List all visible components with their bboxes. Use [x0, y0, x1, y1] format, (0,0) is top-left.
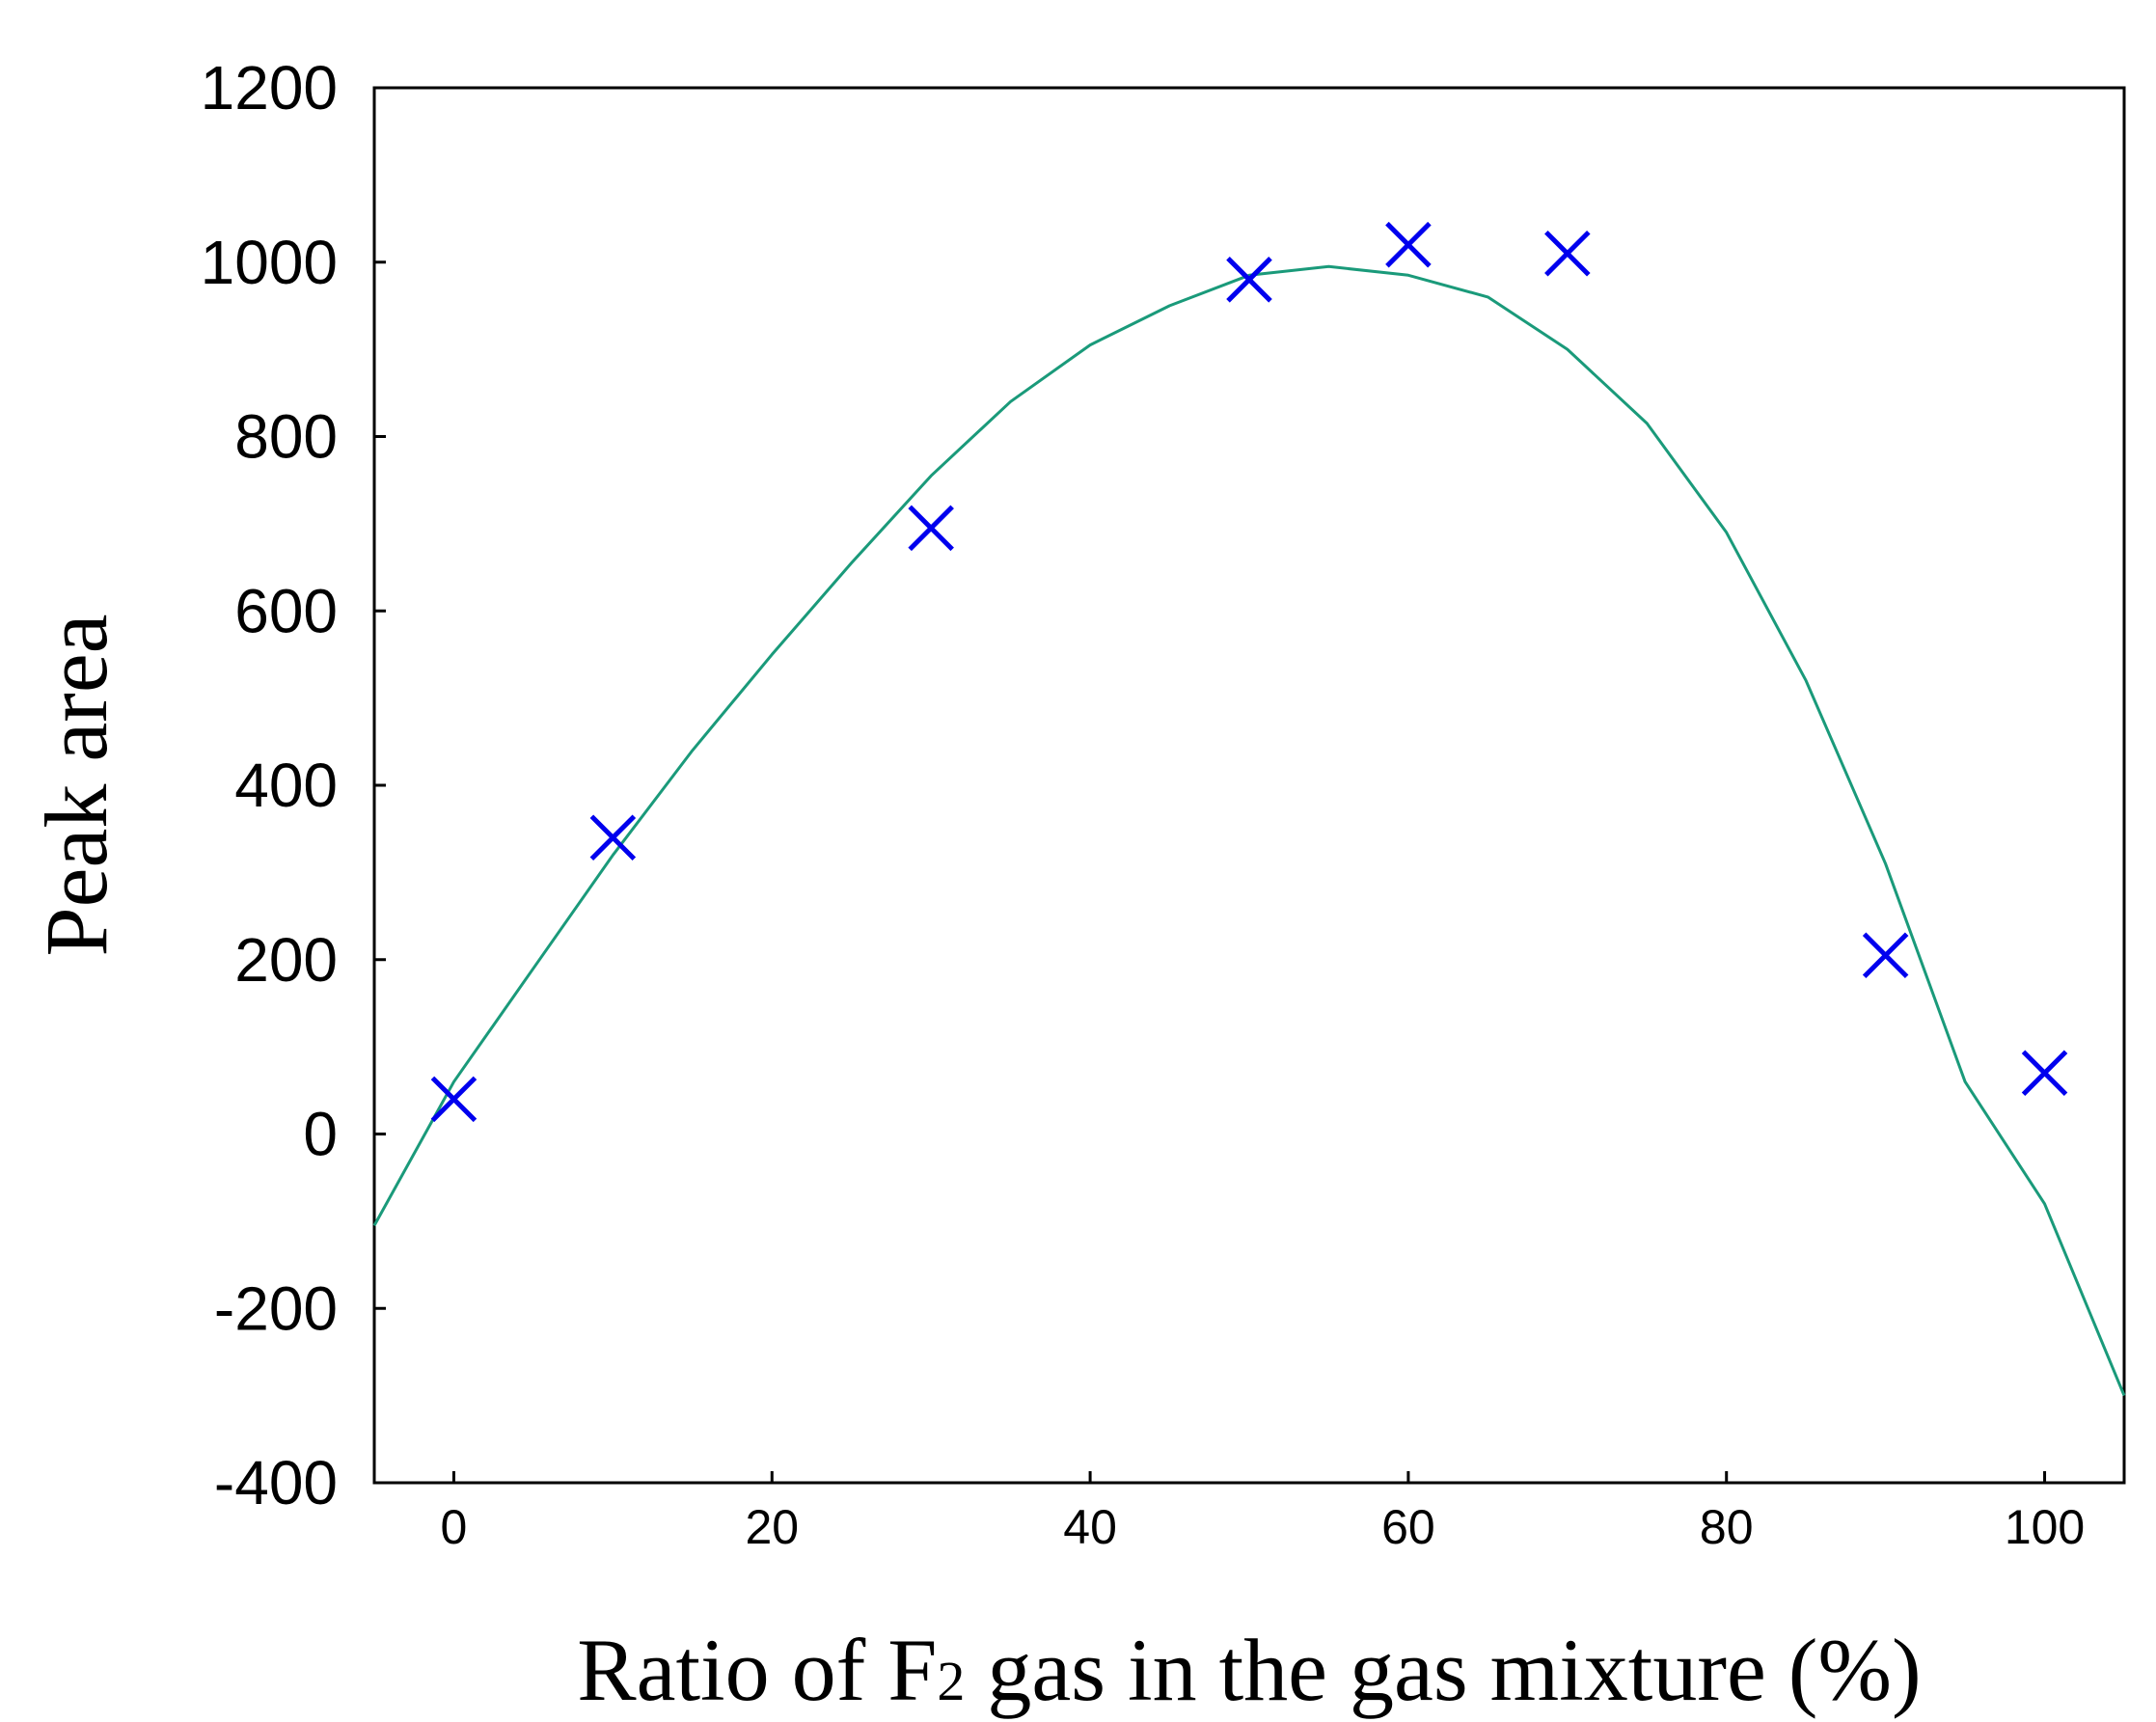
x-tick-label: 40: [1063, 1500, 1117, 1554]
x-axis-title-subscript: 2: [937, 1650, 965, 1712]
data-point-marker: [1385, 221, 1432, 268]
y-tick-label: -400: [214, 1448, 338, 1517]
x-axis-title-main: Ratio of F: [577, 1621, 937, 1719]
x-axis-ticks: 0 20 40 60 80 100: [441, 1471, 2085, 1554]
y-tick-label: 600: [234, 576, 338, 645]
y-axis-ticks: -400 -200 0 200 400 600 800 1000 1200: [201, 53, 386, 1517]
plot-frame: [372, 86, 2126, 1485]
data-point-marker: [430, 1076, 478, 1123]
data-point-marker: [1226, 257, 1272, 303]
fit-curve-layer: [372, 264, 2126, 1397]
data-point-marker: [1862, 932, 1909, 978]
x-tick-label: 100: [2005, 1500, 2085, 1554]
y-tick-label: -200: [214, 1273, 338, 1343]
x-axis-title: Ratio of F2 gas in the gas mixture (%): [577, 1621, 1921, 1719]
y-tick-label: 400: [234, 751, 338, 820]
x-tick-label: 0: [441, 1500, 468, 1554]
y-tick-label: 1200: [201, 53, 338, 123]
y-axis-title: Peak area: [27, 615, 125, 957]
data-point-marker: [2021, 1050, 2068, 1097]
x-tick-label: 60: [1381, 1500, 1435, 1554]
y-tick-label: 0: [303, 1100, 338, 1169]
data-point-marker: [1544, 230, 1591, 277]
x-tick-label: 20: [745, 1500, 799, 1554]
data-point-marker: [589, 814, 637, 861]
y-tick-label: 1000: [201, 228, 338, 297]
x-axis-title-rest: gas in the gas mixture (%): [965, 1621, 1921, 1719]
y-tick-label: 200: [234, 925, 338, 995]
data-markers: [430, 221, 2068, 1123]
y-tick-label: 800: [234, 402, 338, 472]
x-tick-label: 80: [1700, 1500, 1754, 1554]
fit-curve: [372, 264, 2126, 1397]
data-point-marker: [908, 505, 954, 552]
